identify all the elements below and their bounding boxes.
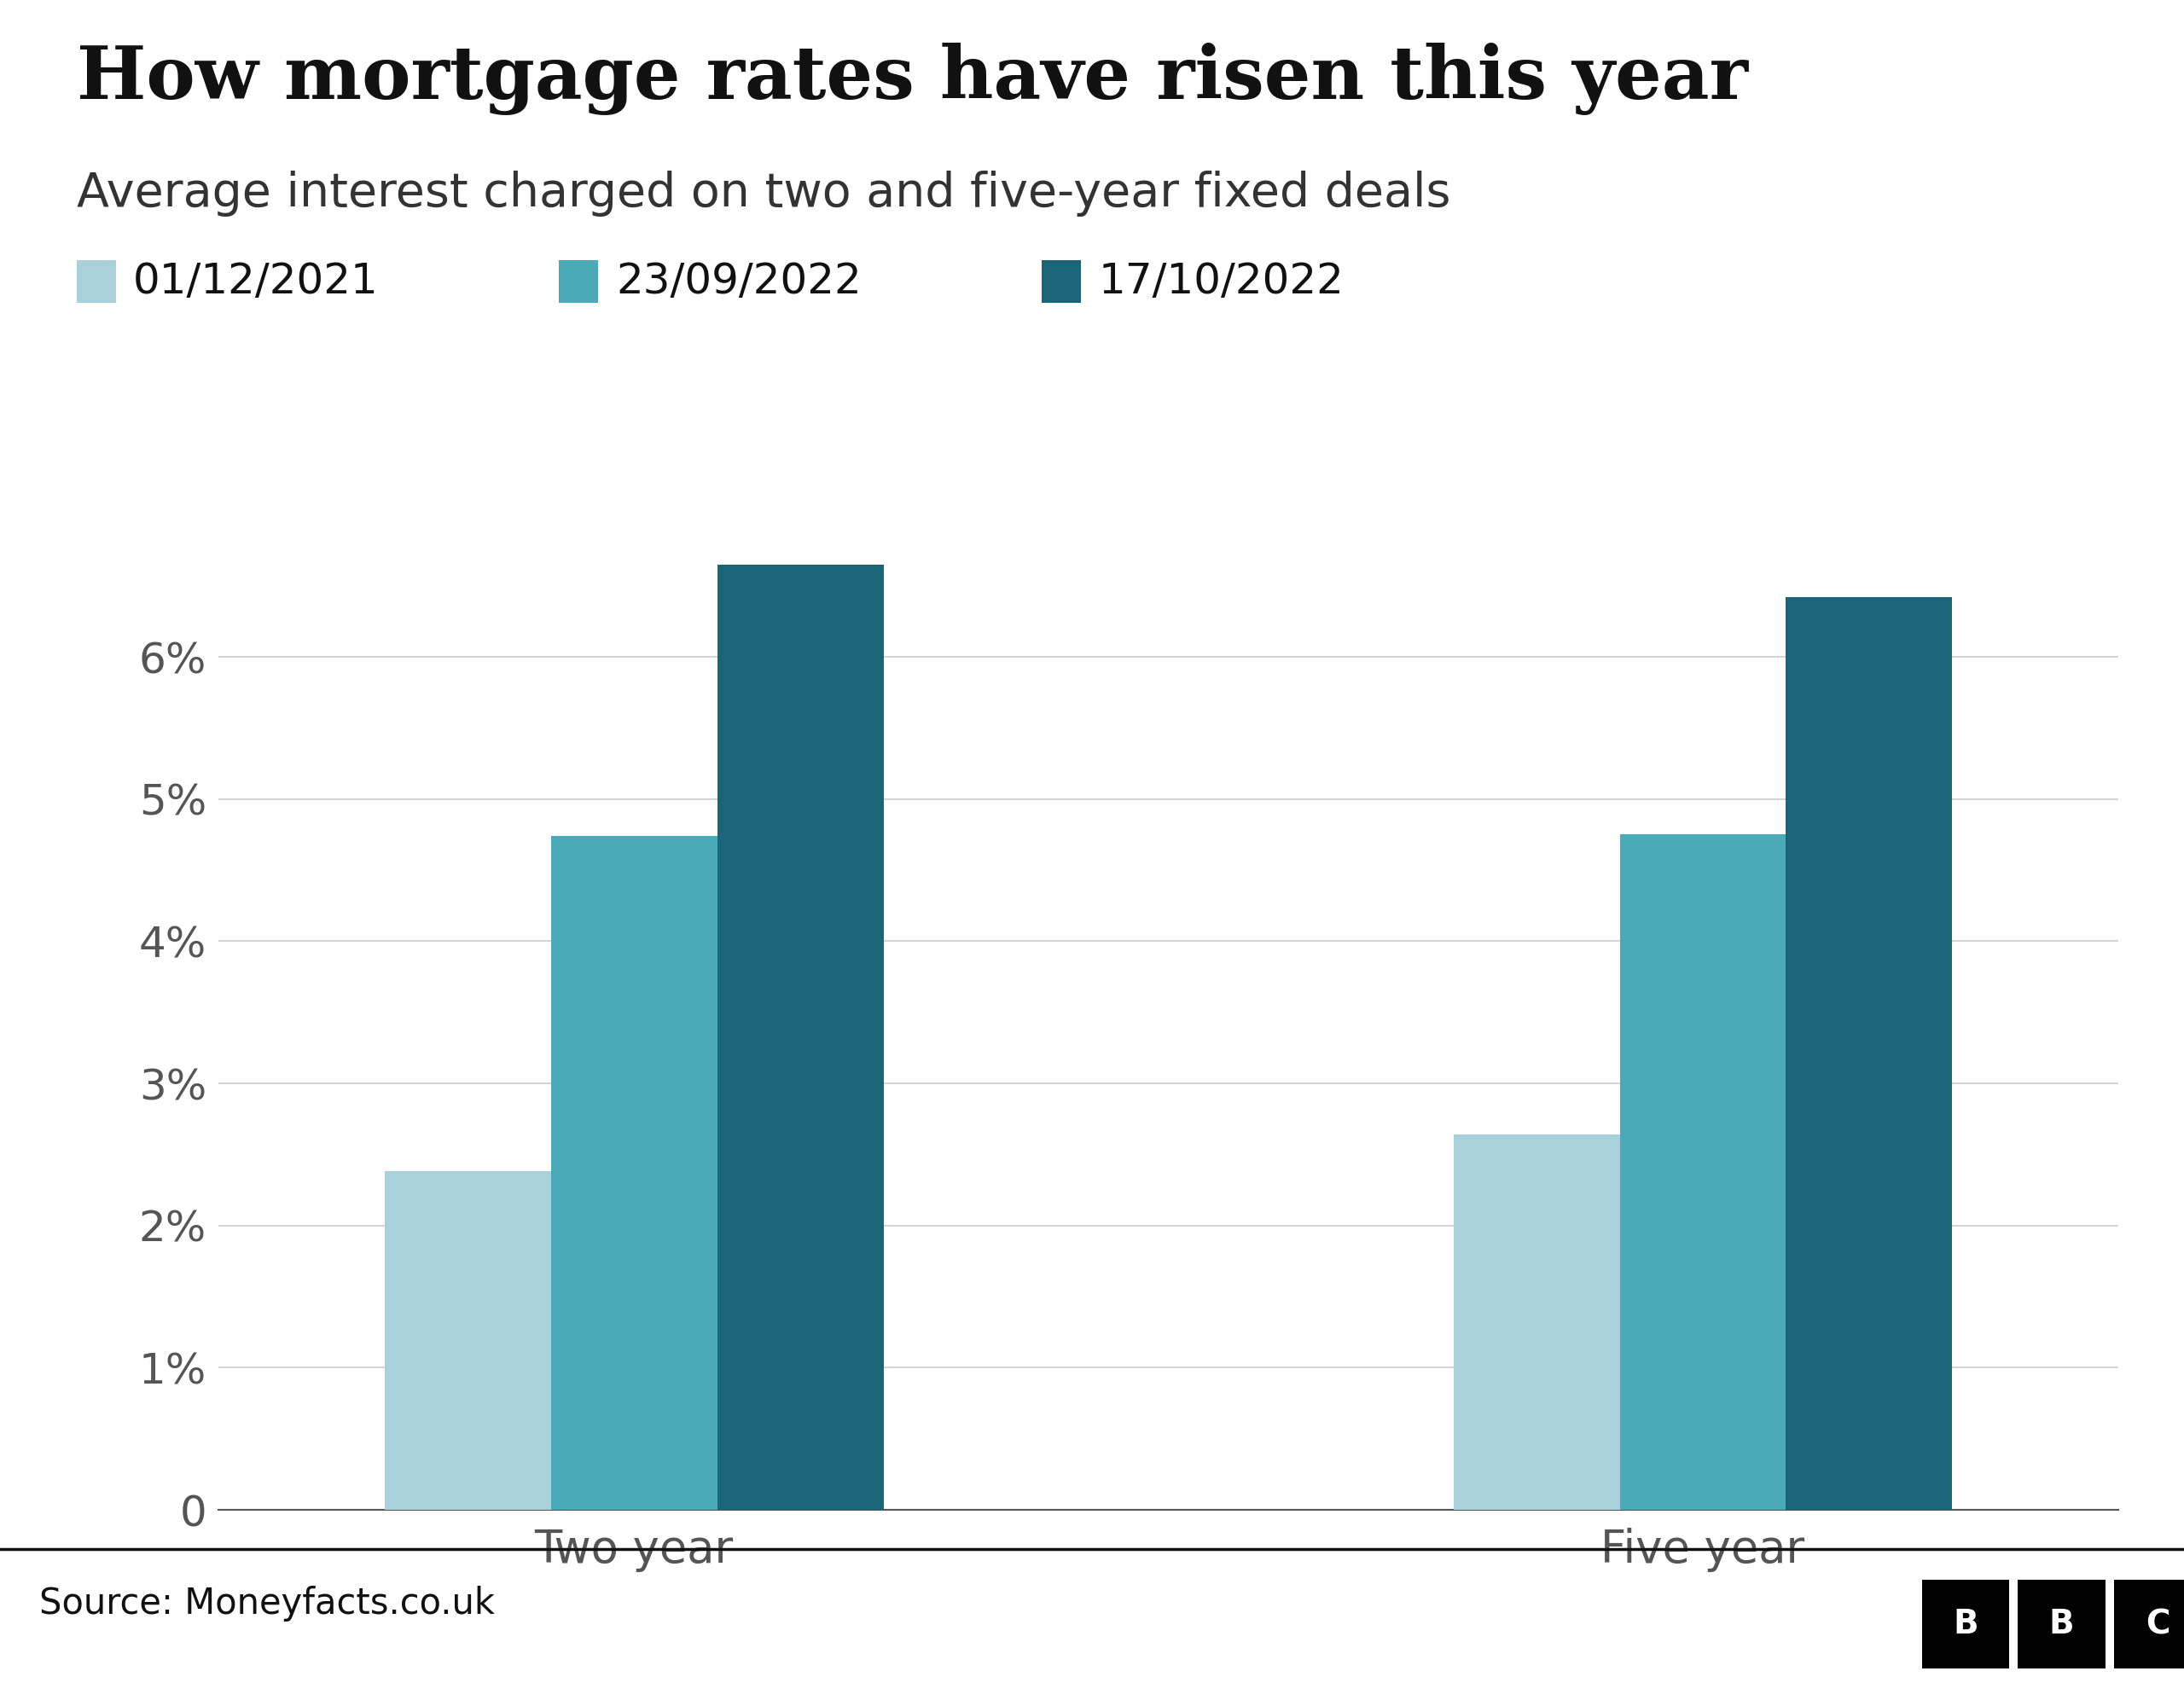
Text: Source: Moneyfacts.co.uk: Source: Moneyfacts.co.uk bbox=[39, 1587, 496, 1621]
Bar bbox=[1452, 1134, 1621, 1510]
Text: C: C bbox=[2145, 1607, 2171, 1641]
Text: 17/10/2022: 17/10/2022 bbox=[1099, 261, 1343, 302]
Text: 01/12/2021: 01/12/2021 bbox=[133, 261, 378, 302]
Text: Average interest charged on two and five-year fixed deals: Average interest charged on two and five… bbox=[76, 171, 1450, 217]
Bar bbox=[550, 836, 716, 1510]
Text: 23/09/2022: 23/09/2022 bbox=[616, 261, 860, 302]
Bar bbox=[1787, 597, 1952, 1510]
Bar bbox=[1621, 834, 1787, 1510]
Bar bbox=[716, 565, 885, 1510]
Bar bbox=[384, 1172, 550, 1510]
Text: How mortgage rates have risen this year: How mortgage rates have risen this year bbox=[76, 43, 1747, 116]
Text: B: B bbox=[1952, 1607, 1979, 1641]
Text: B: B bbox=[2049, 1607, 2075, 1641]
